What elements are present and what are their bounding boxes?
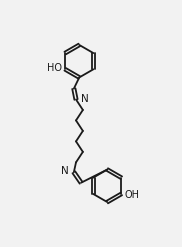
Text: HO: HO [47, 63, 62, 73]
Text: N: N [81, 94, 89, 104]
Text: N: N [61, 166, 68, 176]
Text: OH: OH [125, 190, 140, 200]
